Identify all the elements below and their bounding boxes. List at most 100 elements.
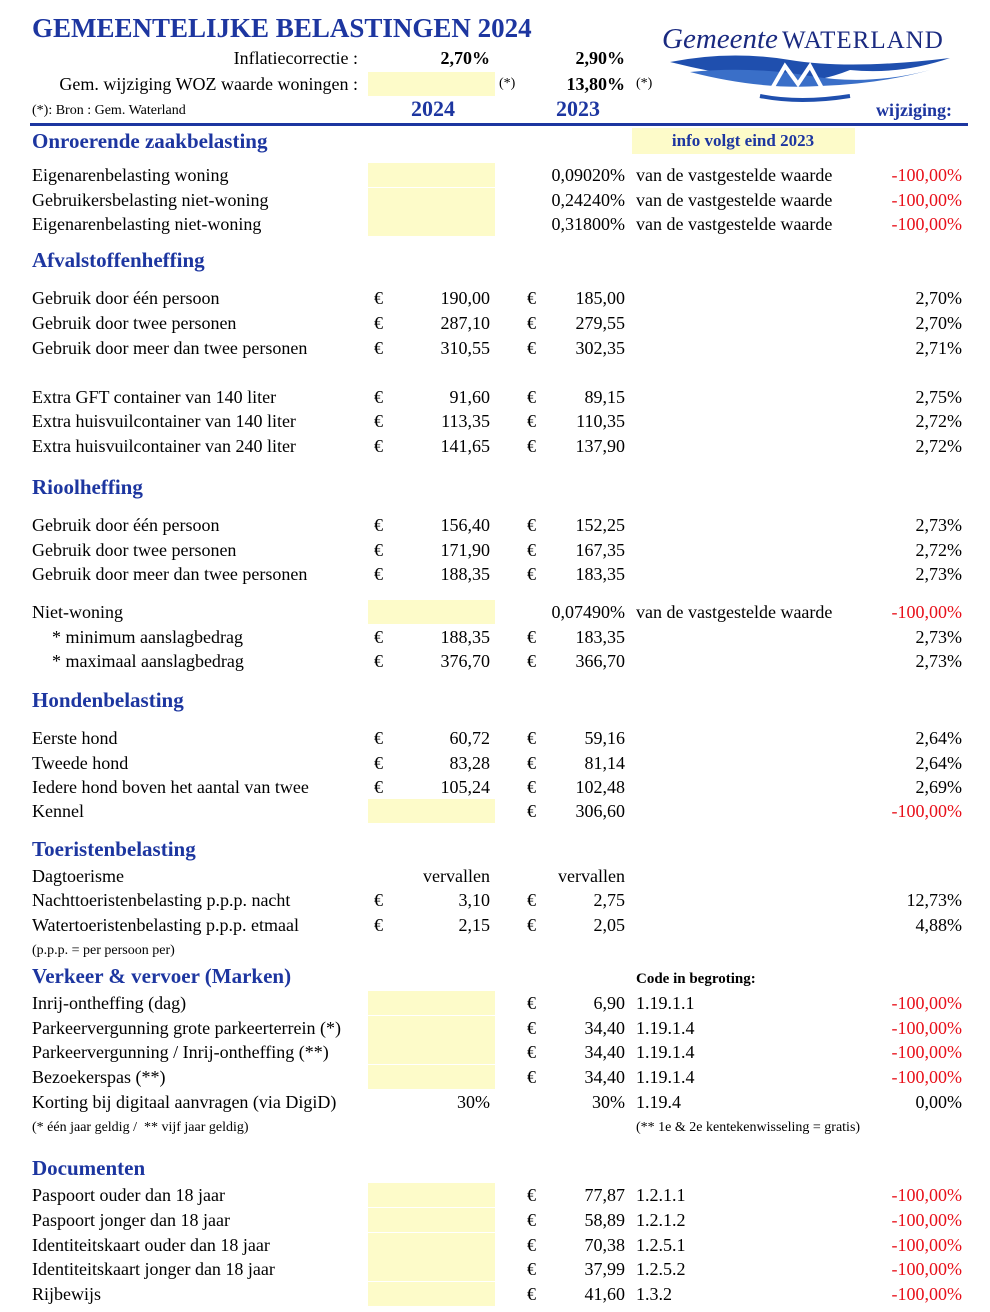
currency: € (374, 387, 383, 407)
row-label: Bezoekerspas (**) (32, 1067, 166, 1087)
value-2023: 152,25 (575, 515, 626, 535)
footnote: (* één jaar geldig / ** vijf jaar geldig… (32, 1120, 249, 1135)
row-label: Gebruikersbelasting niet-woning (32, 190, 269, 210)
row-label: * minimum aanslagbedrag (52, 627, 243, 647)
input-cell (368, 1208, 495, 1232)
value-2023: vervallen (558, 866, 625, 886)
currency: € (374, 627, 383, 647)
note: van de vastgestelde waarde (636, 190, 833, 210)
currency: € (527, 313, 536, 333)
row-label: Korting bij digitaal aanvragen (via Digi… (32, 1092, 337, 1112)
value-2024: 3,10 (458, 890, 491, 910)
section-title: Hondenbelasting (32, 688, 184, 712)
input-cell (368, 212, 495, 236)
currency: € (374, 515, 383, 535)
change: 2,72% (915, 540, 963, 560)
row-label: Iedere hond boven het aantal van twee (32, 777, 309, 797)
row-label: Gebruik door twee personen (32, 313, 237, 333)
row-label: Paspoort ouder dan 18 jaar (32, 1185, 225, 1205)
value-2023: 34,40 (584, 1067, 626, 1087)
value-2024: 287,10 (440, 313, 491, 333)
section-title: Onroerende zaakbelasting (32, 129, 268, 153)
row-label: Kennel (32, 801, 84, 821)
label: Inflatiecorrectie : (233, 48, 358, 68)
value-2024: 113,35 (441, 411, 490, 431)
note: van de vastgestelde waarde (636, 165, 833, 185)
input-cell (368, 799, 495, 823)
row-label: Gebruik door meer dan twee personen (32, 564, 308, 584)
input-cell (368, 1233, 495, 1257)
value-2024: 60,72 (449, 728, 491, 748)
value-2023: 81,14 (584, 753, 626, 773)
change: 2,73% (915, 564, 963, 584)
value-2024: 91,60 (449, 387, 491, 407)
title: GEMEENTELIJKE BELASTINGEN 2024 (32, 13, 532, 43)
value-2023: 58,89 (584, 1210, 626, 1230)
change: -100,00% (891, 602, 963, 622)
currency: € (527, 1018, 536, 1038)
column-header: 2024 (411, 96, 455, 121)
footnote-mark: (*) (499, 76, 516, 91)
change: -100,00% (891, 1042, 963, 1062)
value-2023: 185,00 (575, 288, 626, 308)
row-label: Parkeervergunning / Inrij-ontheffing (**… (32, 1042, 329, 1062)
note: 1.19.1.4 (636, 1018, 695, 1038)
source: (*): Bron : Gem. Waterland (32, 103, 186, 118)
change: 2,73% (915, 627, 963, 647)
currency: € (527, 1259, 536, 1279)
change: 4,88% (915, 915, 963, 935)
value-2023: 102,48 (575, 777, 626, 797)
value-2024: 190,00 (440, 288, 491, 308)
value-2024: 2,15 (458, 915, 491, 935)
currency: € (374, 540, 383, 560)
value-2023: 183,35 (575, 627, 626, 647)
value-2024: 171,90 (440, 540, 491, 560)
value-2024: 141,65 (440, 436, 491, 456)
footnote-mark: (*) (636, 76, 653, 91)
currency: € (527, 411, 536, 431)
row-label: Gebruik door één persoon (32, 515, 220, 535)
value: 2,90% (575, 48, 626, 68)
value-2023: 110,35 (576, 411, 625, 431)
logo-word: WATERLAND (782, 27, 944, 54)
value-2024: 188,35 (440, 564, 491, 584)
row-label: Gebruik door meer dan twee personen (32, 338, 308, 358)
change: 2,64% (915, 753, 963, 773)
currency: € (527, 915, 536, 935)
input-cell (368, 1282, 495, 1306)
value-2024: 188,35 (440, 627, 491, 647)
change: 2,73% (915, 651, 963, 671)
row-label: Eigenarenbelasting niet-woning (32, 214, 262, 234)
value-2024: 156,40 (440, 515, 491, 535)
currency: € (374, 411, 383, 431)
input-cell (368, 188, 495, 212)
currency: € (527, 651, 536, 671)
change: 12,73% (906, 890, 963, 910)
note: 1.3.2 (636, 1284, 672, 1304)
currency: € (527, 564, 536, 584)
input-cell (368, 1016, 495, 1040)
currency: € (527, 436, 536, 456)
row-label: Gebruik door twee personen (32, 540, 237, 560)
value-2023: 0,31800% (551, 214, 626, 234)
note: 1.2.1.1 (636, 1185, 686, 1205)
value-2023: 70,38 (584, 1235, 626, 1255)
value-2023: 2,75 (593, 890, 626, 910)
value-2023: 30% (592, 1092, 625, 1112)
change: 2,72% (915, 411, 963, 431)
input-cell (368, 1065, 495, 1089)
currency: € (527, 1284, 536, 1304)
section-title: Documenten (32, 1156, 146, 1180)
value-2023: 34,40 (584, 1018, 626, 1038)
column-header: 2023 (556, 96, 600, 121)
value-2023: 279,55 (575, 313, 626, 333)
row-label: * maximaal aanslagbedrag (52, 651, 244, 671)
currency: € (374, 777, 383, 797)
value-2023: 0,24240% (551, 190, 626, 210)
note: 1.19.1.4 (636, 1042, 695, 1062)
input-cell (368, 600, 495, 624)
currency: € (527, 540, 536, 560)
change: 2,69% (915, 777, 963, 797)
value-2023: 59,16 (584, 728, 626, 748)
